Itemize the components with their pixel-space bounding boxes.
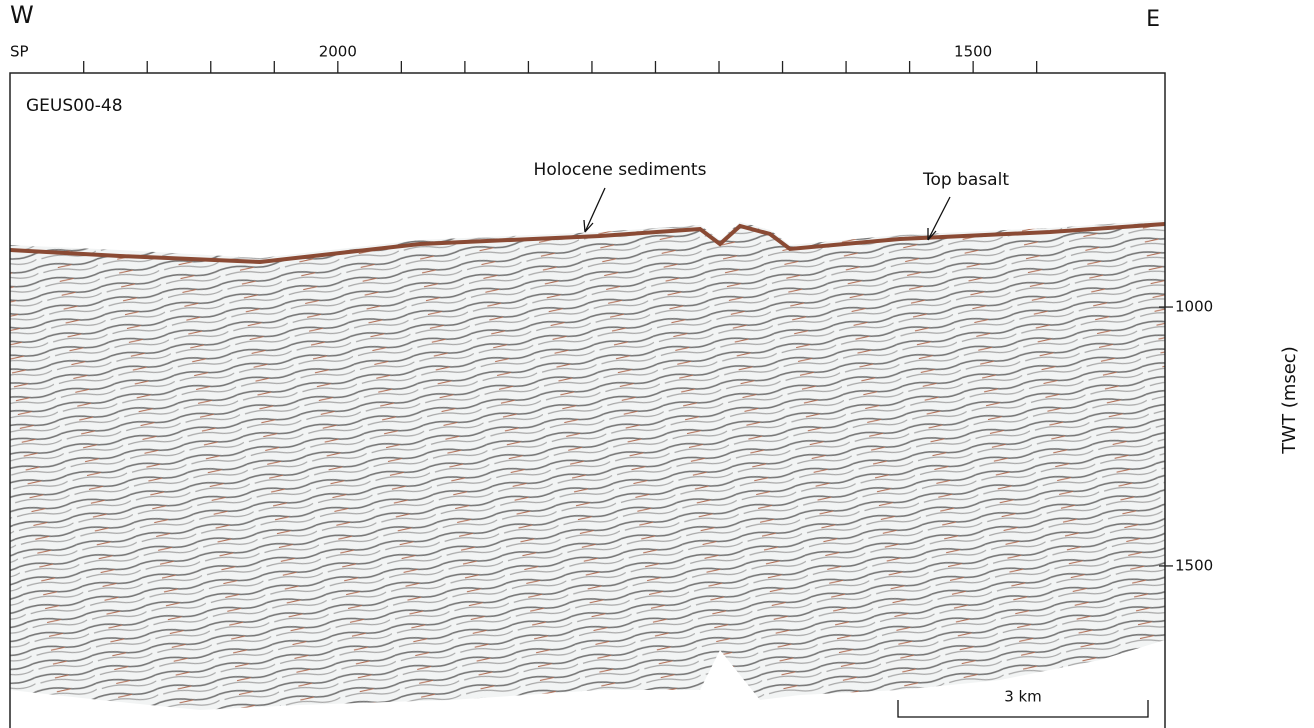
west-label: W [10, 1, 34, 29]
east-label: E [1146, 7, 1160, 32]
annotation: Top basalt [922, 170, 1009, 190]
y-tick-label: 1500 [1175, 556, 1213, 574]
y-axis-title: TWT (msec) [1279, 346, 1300, 454]
x-tick-label: 2000 [319, 43, 357, 61]
arrow [584, 188, 605, 232]
seismic-section [10, 220, 1165, 710]
sp-label: SP [10, 43, 29, 61]
line-name: GEUS00-48 [26, 96, 123, 116]
y-tick-label: 1000 [1175, 298, 1213, 316]
scale-bar-label: 3 km [1004, 688, 1042, 706]
x-tick-label: 1500 [954, 43, 992, 61]
annotation: Holocene sediments [534, 160, 707, 180]
figure: W E SP GEUS00-48 Holocene sediments Top … [0, 0, 1314, 728]
